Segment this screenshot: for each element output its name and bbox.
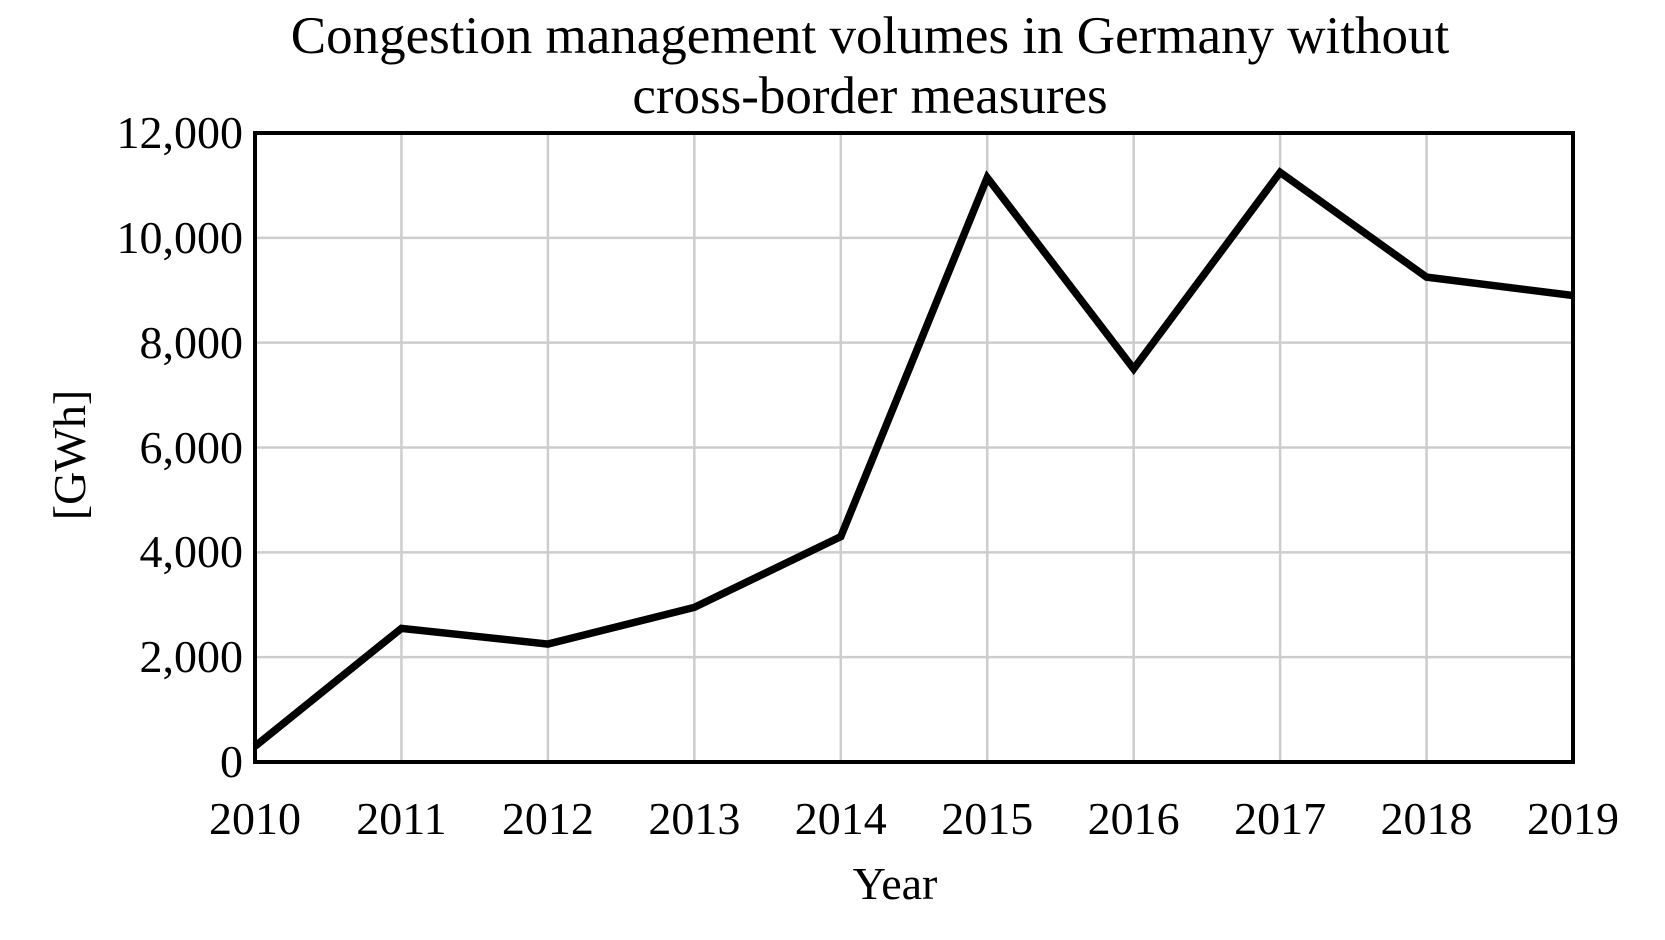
- chart-title-line-2: cross-border measures: [632, 67, 1108, 125]
- y-tick-label: 10,000: [116, 211, 244, 263]
- y-tick-label: 12,000: [116, 107, 244, 158]
- x-tick-label: 2018: [1380, 793, 1473, 844]
- y-tick-label: 6,000: [139, 421, 244, 473]
- x-tick-label: 2016: [1087, 793, 1180, 844]
- y-tick-label: 4,000: [139, 526, 244, 578]
- x-tick-label: 2010: [209, 793, 301, 844]
- x-tick-label: 2015: [941, 793, 1034, 844]
- y-tick-label: 2,000: [139, 631, 244, 683]
- y-tick-label: 0: [220, 736, 243, 787]
- x-tick-label: 2011: [356, 793, 447, 844]
- x-tick-label: 2012: [501, 793, 594, 844]
- plot-border: [253, 131, 1575, 764]
- chart-title: Congestion management volumes in Germany…: [75, 6, 1665, 126]
- gridlines: [255, 133, 1573, 762]
- chart-title-line-1: Congestion management volumes in Germany…: [290, 7, 1450, 65]
- y-tick-label: 8,000: [139, 316, 244, 368]
- x-axis-title: Year: [852, 858, 938, 909]
- x-tick-label: 2019: [1527, 793, 1619, 844]
- x-tick-label: 2014: [794, 793, 887, 844]
- x-tick-label: 2013: [648, 793, 741, 844]
- data-line: [252, 167, 1574, 750]
- x-tick-label: 2017: [1234, 793, 1327, 844]
